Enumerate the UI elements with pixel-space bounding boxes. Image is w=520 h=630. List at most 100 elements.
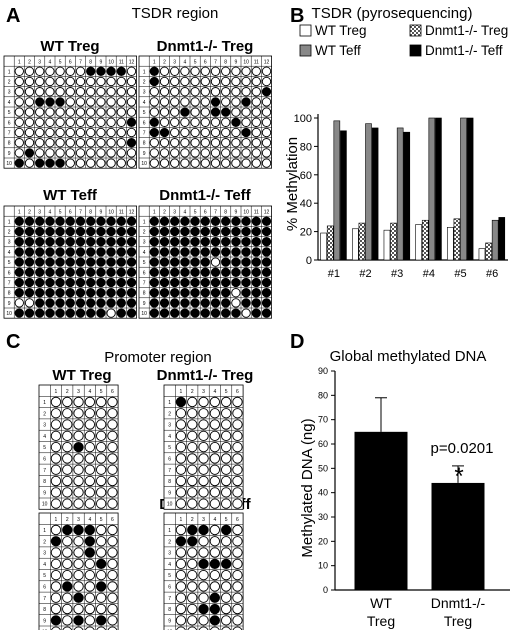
row-number: 5 bbox=[43, 573, 46, 579]
row-number: 8 bbox=[168, 607, 171, 613]
unmethylated-cpg bbox=[190, 138, 200, 148]
methylated-cpg bbox=[14, 158, 24, 168]
methylated-cpg bbox=[75, 237, 86, 247]
column-number: 8 bbox=[89, 59, 92, 65]
methylated-cpg bbox=[75, 257, 86, 267]
methylated-cpg bbox=[73, 524, 84, 536]
chart-d-significance: * bbox=[454, 463, 463, 490]
chart-d-y-tick-label: 10 bbox=[318, 561, 328, 571]
row-number: 2 bbox=[168, 411, 171, 417]
column-number: 9 bbox=[235, 59, 238, 65]
unmethylated-cpg bbox=[107, 524, 118, 536]
unmethylated-cpg bbox=[251, 97, 261, 107]
unmethylated-cpg bbox=[210, 87, 221, 97]
column-number: 3 bbox=[77, 517, 80, 523]
unmethylated-cpg bbox=[209, 581, 221, 592]
methylated-cpg bbox=[241, 257, 251, 267]
row-number: 7 bbox=[43, 468, 46, 474]
unmethylated-cpg bbox=[190, 127, 200, 138]
unmethylated-cpg bbox=[86, 127, 96, 138]
unmethylated-cpg bbox=[73, 464, 84, 475]
methylated-cpg bbox=[251, 267, 261, 277]
methylated-cpg bbox=[45, 226, 55, 237]
unmethylated-cpg bbox=[180, 158, 190, 168]
column-number: 6 bbox=[204, 209, 207, 215]
methylated-cpg bbox=[14, 257, 24, 267]
unmethylated-cpg bbox=[35, 87, 45, 97]
methylated-cpg bbox=[55, 97, 65, 107]
methylated-cpg bbox=[190, 216, 200, 226]
unmethylated-cpg bbox=[170, 76, 180, 87]
unmethylated-cpg bbox=[107, 626, 118, 630]
unmethylated-cpg bbox=[231, 158, 241, 168]
column-number: 4 bbox=[184, 209, 187, 215]
unmethylated-cpg bbox=[107, 536, 118, 547]
row-number: 6 bbox=[168, 584, 171, 590]
unmethylated-cpg bbox=[116, 127, 126, 138]
unmethylated-cpg bbox=[73, 396, 84, 408]
unmethylated-cpg bbox=[96, 592, 107, 603]
column-number: 1 bbox=[153, 209, 156, 215]
methylated-cpg bbox=[190, 247, 200, 257]
unmethylated-cpg bbox=[220, 487, 232, 498]
methylated-cpg bbox=[190, 257, 200, 267]
row-number: 2 bbox=[43, 411, 46, 417]
row-number: 5 bbox=[168, 445, 171, 451]
unmethylated-cpg bbox=[200, 107, 210, 117]
methylated-cpg bbox=[261, 257, 272, 267]
methylated-cpg bbox=[50, 536, 62, 547]
unmethylated-cpg bbox=[106, 158, 116, 168]
unmethylated-cpg bbox=[106, 76, 116, 87]
methylated-cpg bbox=[126, 257, 137, 267]
methylated-cpg bbox=[251, 308, 261, 318]
methylated-cpg bbox=[45, 216, 55, 226]
unmethylated-cpg bbox=[251, 107, 261, 117]
unmethylated-cpg bbox=[75, 148, 86, 158]
panel-a-title: TSDR region bbox=[132, 5, 219, 22]
methylated-cpg bbox=[149, 127, 159, 138]
unmethylated-cpg bbox=[232, 396, 243, 408]
unmethylated-cpg bbox=[65, 66, 75, 76]
unmethylated-cpg bbox=[187, 626, 198, 630]
unmethylated-cpg bbox=[198, 615, 209, 626]
chart-b-bar bbox=[446, 227, 454, 261]
methylated-cpg bbox=[175, 396, 187, 408]
unmethylated-cpg bbox=[96, 117, 106, 127]
chart-b-bar bbox=[358, 222, 366, 261]
methylated-cpg bbox=[55, 267, 65, 277]
column-number: 10 bbox=[243, 209, 249, 215]
row-number: 10 bbox=[141, 311, 147, 317]
unmethylated-cpg bbox=[62, 441, 73, 453]
row-number: 8 bbox=[168, 479, 171, 485]
chart-b-bar bbox=[320, 232, 327, 261]
methylated-cpg bbox=[170, 247, 180, 257]
methylated-cpg bbox=[200, 298, 210, 308]
row-number: 8 bbox=[43, 607, 46, 613]
methylated-cpg bbox=[106, 237, 116, 247]
unmethylated-cpg bbox=[96, 127, 106, 138]
unmethylated-cpg bbox=[251, 148, 261, 158]
unmethylated-cpg bbox=[45, 107, 55, 117]
unmethylated-cpg bbox=[190, 97, 200, 107]
unmethylated-cpg bbox=[241, 66, 251, 76]
unmethylated-cpg bbox=[96, 475, 107, 487]
unmethylated-cpg bbox=[251, 158, 261, 168]
row-number: 3 bbox=[8, 90, 11, 96]
unmethylated-cpg bbox=[107, 558, 118, 569]
unmethylated-cpg bbox=[106, 87, 116, 97]
unmethylated-cpg bbox=[198, 419, 209, 430]
panel-c-letter: C bbox=[6, 331, 20, 353]
row-number: 6 bbox=[168, 456, 171, 462]
column-number: 10 bbox=[243, 59, 249, 65]
global-methylation-chart: 0 10 20 30 40 50 60 70 80 90 WT Treg Dnmt1-/- Treg Me… bbox=[299, 366, 510, 629]
chart-b-legend-swatch bbox=[299, 44, 312, 57]
row-number: 1 bbox=[143, 69, 146, 75]
unmethylated-cpg bbox=[96, 138, 106, 148]
column-number: 6 bbox=[236, 389, 239, 395]
methylated-cpg bbox=[126, 237, 137, 247]
unmethylated-cpg bbox=[232, 570, 243, 581]
unmethylated-cpg bbox=[187, 581, 198, 592]
methylated-cpg bbox=[221, 247, 231, 257]
column-number: 1 bbox=[18, 209, 21, 215]
